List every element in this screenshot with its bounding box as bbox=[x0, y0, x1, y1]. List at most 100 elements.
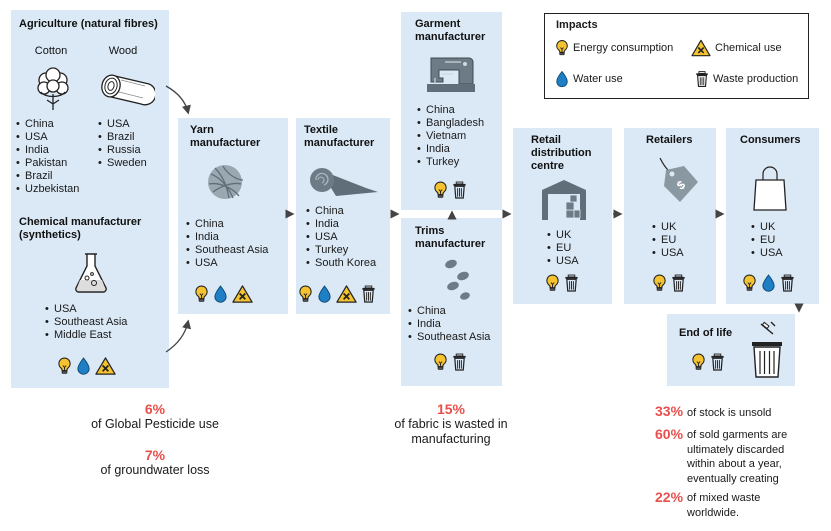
textile-country-list: China India USA Turkey South Korea bbox=[306, 205, 376, 270]
shopping-bag-icon bbox=[753, 166, 787, 211]
agriculture-box: Agriculture (natural fibres) Cotton Wood… bbox=[11, 10, 169, 388]
impacts-legend: Impacts Energy consumption Chemical use … bbox=[544, 13, 809, 99]
list-item: USA bbox=[547, 255, 579, 268]
list-item: Pakistan bbox=[16, 157, 79, 170]
unsold-text: of stock is unsold bbox=[687, 407, 772, 419]
arrow-agriculture-to-yarn bbox=[165, 85, 191, 115]
list-item: India bbox=[16, 144, 79, 157]
groundwater-pct: 7% bbox=[144, 447, 166, 463]
groundwater-text: of groundwater loss bbox=[100, 463, 210, 477]
list-item: USA bbox=[652, 247, 684, 260]
mixed-waste-stat: 22% of mixed waste worldwide. bbox=[655, 489, 825, 520]
mixed-pct: 22% bbox=[655, 489, 684, 505]
textile-title: Textile manufacturer bbox=[304, 124, 375, 149]
trims-manufacturer-box: Trims manufacturer China India Southeast… bbox=[401, 218, 502, 386]
legend-water: Water use bbox=[555, 70, 623, 88]
list-item: South Korea bbox=[306, 257, 376, 270]
warehouse-icon bbox=[542, 180, 586, 220]
fabric-text: of fabric is wasted in manufacturing bbox=[394, 417, 508, 446]
chemical-manufacturer-title: Chemical manufacturer (synthetics) bbox=[19, 216, 142, 241]
consumers-box: Consumers UK EU USA bbox=[726, 128, 819, 304]
unsold-pct: 33% bbox=[655, 403, 684, 419]
list-item: Vietnam bbox=[417, 130, 484, 143]
wood-log-icon bbox=[101, 74, 155, 106]
list-item: Southeast Asia bbox=[186, 244, 268, 257]
discarded-pct: 60% bbox=[655, 426, 684, 442]
list-item: EU bbox=[751, 234, 783, 247]
groundwater-stat: 7% of groundwater loss bbox=[60, 448, 250, 478]
wood-country-list: USA Brazil Russia Sweden bbox=[98, 118, 147, 170]
fabric-waste-stat: 15% of fabric is wasted in manufacturing bbox=[370, 402, 532, 447]
retailers-title: Retailers bbox=[646, 134, 693, 146]
list-item: UK bbox=[751, 221, 783, 234]
list-item: USA bbox=[98, 118, 147, 131]
trash-can-icon bbox=[752, 321, 782, 378]
buttons-icon bbox=[445, 259, 470, 300]
retail-dc-country-list: UK EU USA bbox=[547, 229, 579, 268]
retail-distribution-box: Retail distribution centre UK EU USA bbox=[513, 128, 612, 304]
list-item: EU bbox=[547, 242, 579, 255]
list-item: Turkey bbox=[417, 156, 484, 169]
yarn-country-list: China India Southeast Asia USA bbox=[186, 218, 268, 270]
list-item: UK bbox=[652, 221, 684, 234]
list-item: India bbox=[186, 231, 268, 244]
list-item: USA bbox=[16, 131, 79, 144]
legend-energy: Energy consumption bbox=[555, 39, 673, 57]
list-item: India bbox=[306, 218, 376, 231]
legend-water-label: Water use bbox=[573, 73, 623, 85]
discarded-stat: 60% of sold garments are ultimately disc… bbox=[655, 426, 825, 486]
pesticide-pct: 6% bbox=[144, 401, 166, 417]
list-item: UK bbox=[547, 229, 579, 242]
list-item: USA bbox=[186, 257, 268, 270]
legend-waste-label: Waste production bbox=[713, 73, 799, 85]
list-item: Brazil bbox=[98, 131, 147, 144]
yarn-ball-icon bbox=[208, 165, 244, 199]
retail-dc-title: Retail distribution centre bbox=[531, 134, 592, 172]
list-item: USA bbox=[45, 303, 127, 316]
retailers-country-list: UK EU USA bbox=[652, 221, 684, 260]
list-item: China bbox=[16, 118, 79, 131]
discarded-text: of sold garments are ultimately discarde… bbox=[687, 429, 788, 485]
pesticide-stat: 6% of Global Pesticide use bbox=[60, 402, 250, 432]
list-item: China bbox=[408, 305, 490, 318]
end-of-life-box: End of life bbox=[667, 314, 795, 386]
chemical-country-list: USA Southeast Asia Middle East bbox=[45, 303, 127, 342]
sewing-machine-icon bbox=[427, 57, 475, 92]
list-item: China bbox=[306, 205, 376, 218]
list-item: Middle East bbox=[45, 329, 127, 342]
arrow-chemical-to-yarn bbox=[165, 319, 192, 353]
list-item: Turkey bbox=[306, 244, 376, 257]
list-item: Bangladesh bbox=[417, 117, 484, 130]
list-item: Southeast Asia bbox=[408, 331, 490, 344]
garment-country-list: China Bangladesh Vietnam India Turkey bbox=[417, 104, 484, 169]
list-item: China bbox=[417, 104, 484, 117]
consumers-country-list: UK EU USA bbox=[751, 221, 783, 260]
list-item: Brazil bbox=[16, 170, 79, 183]
garment-manufacturer-box: Garment manufacturer China Bangladesh Vi… bbox=[401, 12, 502, 210]
yarn-manufacturer-box: Yarn manufacturer China India Southeast … bbox=[178, 118, 288, 314]
cotton-country-list: China USA India Pakistan Brazil Uzbekist… bbox=[16, 118, 79, 196]
list-item: Southeast Asia bbox=[45, 316, 127, 329]
consumers-title: Consumers bbox=[740, 134, 801, 146]
garment-title: Garment manufacturer bbox=[415, 18, 486, 43]
list-item: India bbox=[417, 143, 484, 156]
list-item: USA bbox=[751, 247, 783, 260]
unsold-stat: 33% of stock is unsold bbox=[655, 404, 825, 420]
trims-title: Trims manufacturer bbox=[415, 225, 486, 250]
legend-title: Impacts bbox=[556, 19, 598, 31]
legend-chemical-label: Chemical use bbox=[715, 42, 782, 54]
mixed-text: of mixed waste worldwide. bbox=[687, 492, 761, 519]
cotton-plant-icon bbox=[37, 67, 69, 110]
flask-icon bbox=[75, 253, 107, 293]
list-item: Uzbekistan bbox=[16, 183, 79, 196]
textile-manufacturer-box: Textile manufacturer China India USA Tur… bbox=[296, 118, 390, 314]
fabric-roll-icon bbox=[310, 168, 378, 196]
list-item: Russia bbox=[98, 144, 147, 157]
list-item: India bbox=[408, 318, 490, 331]
wood-label: Wood bbox=[108, 45, 138, 57]
legend-chemical: Chemical use bbox=[691, 39, 782, 57]
legend-waste: Waste production bbox=[695, 70, 798, 88]
price-tag-icon: $ bbox=[659, 157, 698, 202]
trims-country-list: China India Southeast Asia bbox=[408, 305, 490, 344]
